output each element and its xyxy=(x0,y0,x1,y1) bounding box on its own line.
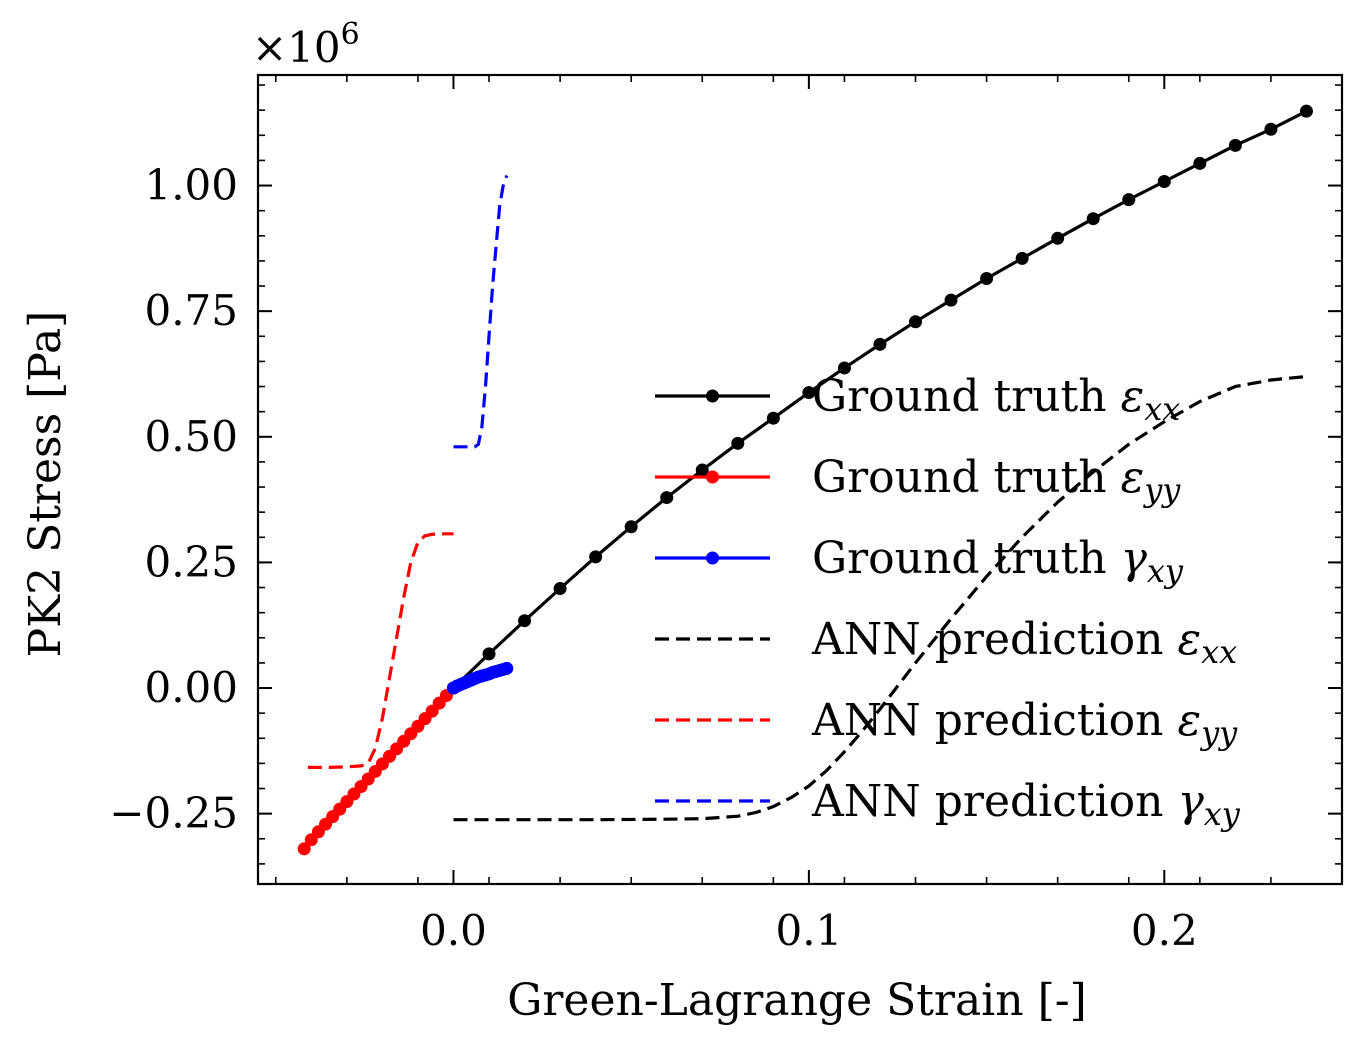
legend-marker xyxy=(706,551,719,565)
data-point xyxy=(695,463,709,477)
data-point xyxy=(553,582,567,596)
legend-symbol: γ xyxy=(1121,533,1148,584)
series-line-5 xyxy=(453,174,509,449)
y-tick-label: 0.25 xyxy=(144,537,238,586)
data-point xyxy=(1228,138,1242,152)
axis-multiplier: ×106 xyxy=(252,17,360,72)
legend-subscript: yy xyxy=(1142,471,1181,509)
data-point xyxy=(1157,175,1171,189)
data-point xyxy=(731,436,745,450)
legend-subscript: xy xyxy=(1147,552,1184,590)
series-5 xyxy=(453,174,509,449)
data-point xyxy=(1299,104,1313,118)
legend-subscript: xx xyxy=(1201,633,1237,671)
legend-subscript: yy xyxy=(1199,714,1238,752)
plot-frame xyxy=(256,73,1344,886)
data-point xyxy=(802,386,816,400)
legend-label: ANN prediction γxy xyxy=(811,776,1241,833)
x-tick-label: 0.2 xyxy=(1131,906,1198,955)
data-point xyxy=(1051,231,1065,245)
data-point xyxy=(980,272,994,286)
data-point xyxy=(766,411,780,425)
legend-subscript: xx xyxy=(1144,390,1180,428)
legend-symbol: ε xyxy=(1121,452,1145,503)
legend-label: ANN prediction εxx xyxy=(811,614,1237,671)
legend-entry-3: ANN prediction εxx xyxy=(655,614,1237,671)
data-point xyxy=(482,647,496,661)
legend-name: Ground truth xyxy=(812,533,1121,584)
series-layer xyxy=(297,104,1313,856)
legend-entry-2: Ground truth γxy xyxy=(655,533,1184,590)
y-tick-label: 1.00 xyxy=(144,161,238,210)
legend-marker xyxy=(706,389,719,403)
legend-entry-5: ANN prediction γxy xyxy=(655,776,1241,833)
y-tick-label: 0.50 xyxy=(144,412,238,461)
legend-label: Ground truth γxy xyxy=(812,533,1184,590)
legend-subscript: xy xyxy=(1204,795,1241,833)
data-point xyxy=(1264,122,1278,136)
legend-symbol: ε xyxy=(1121,371,1145,422)
x-tick-label: 0.0 xyxy=(420,906,487,955)
legend-label: Ground truth εxx xyxy=(812,371,1180,428)
legend-entry-1: Ground truth εyy xyxy=(655,452,1181,509)
series-line-3 xyxy=(453,374,1307,822)
data-point xyxy=(873,337,887,351)
legend-name: ANN prediction xyxy=(811,614,1177,665)
axes-layer: 0.0 0.1 0.2 −0.25 0.00 0.25 0.50 0.75 1.00 xyxy=(109,73,1344,955)
series-3 xyxy=(453,374,1307,822)
y-tick-label: −0.25 xyxy=(109,789,238,838)
legend-symbol: ε xyxy=(1177,614,1201,665)
data-point xyxy=(500,661,514,675)
series-0 xyxy=(446,104,1313,695)
data-point xyxy=(297,842,311,856)
legend-marker xyxy=(706,470,719,484)
data-point xyxy=(589,550,603,564)
legend-entry-4: ANN prediction εyy xyxy=(655,695,1238,752)
data-point xyxy=(660,491,674,505)
data-point xyxy=(909,315,923,329)
x-axis-label: Green-Lagrange Strain [-] xyxy=(507,975,1087,1026)
axis-multiplier-base: ×10 xyxy=(252,23,341,72)
legend-name: Ground truth xyxy=(812,371,1121,422)
legend-name: ANN prediction xyxy=(811,695,1177,746)
data-point xyxy=(1193,156,1207,170)
data-point xyxy=(1086,212,1100,226)
series-2 xyxy=(446,661,514,695)
legend-symbol: γ xyxy=(1177,776,1204,827)
y-tick-label: 0.00 xyxy=(144,663,238,712)
y-axis-label: PK2 Stress [Pa] xyxy=(20,311,71,658)
series-1 xyxy=(297,681,460,856)
legend-entry-0: Ground truth εxx xyxy=(655,371,1180,428)
legend-name: ANN prediction xyxy=(811,776,1177,827)
data-point xyxy=(837,361,851,375)
legend-name: Ground truth xyxy=(812,452,1121,503)
series-line-4 xyxy=(307,532,454,770)
x-tick-label: 0.1 xyxy=(775,906,842,955)
data-point xyxy=(304,833,318,847)
legend-label: ANN prediction εyy xyxy=(811,695,1238,752)
legend-symbol: ε xyxy=(1177,695,1201,746)
series-4 xyxy=(307,532,454,770)
data-point xyxy=(518,614,532,628)
data-point xyxy=(624,520,638,534)
data-point xyxy=(1122,193,1136,207)
y-tick-label: 0.75 xyxy=(144,286,238,335)
axis-multiplier-exponent: 6 xyxy=(341,17,360,52)
data-point xyxy=(944,293,958,307)
data-point xyxy=(1015,251,1029,265)
legend-label: Ground truth εyy xyxy=(812,452,1181,509)
